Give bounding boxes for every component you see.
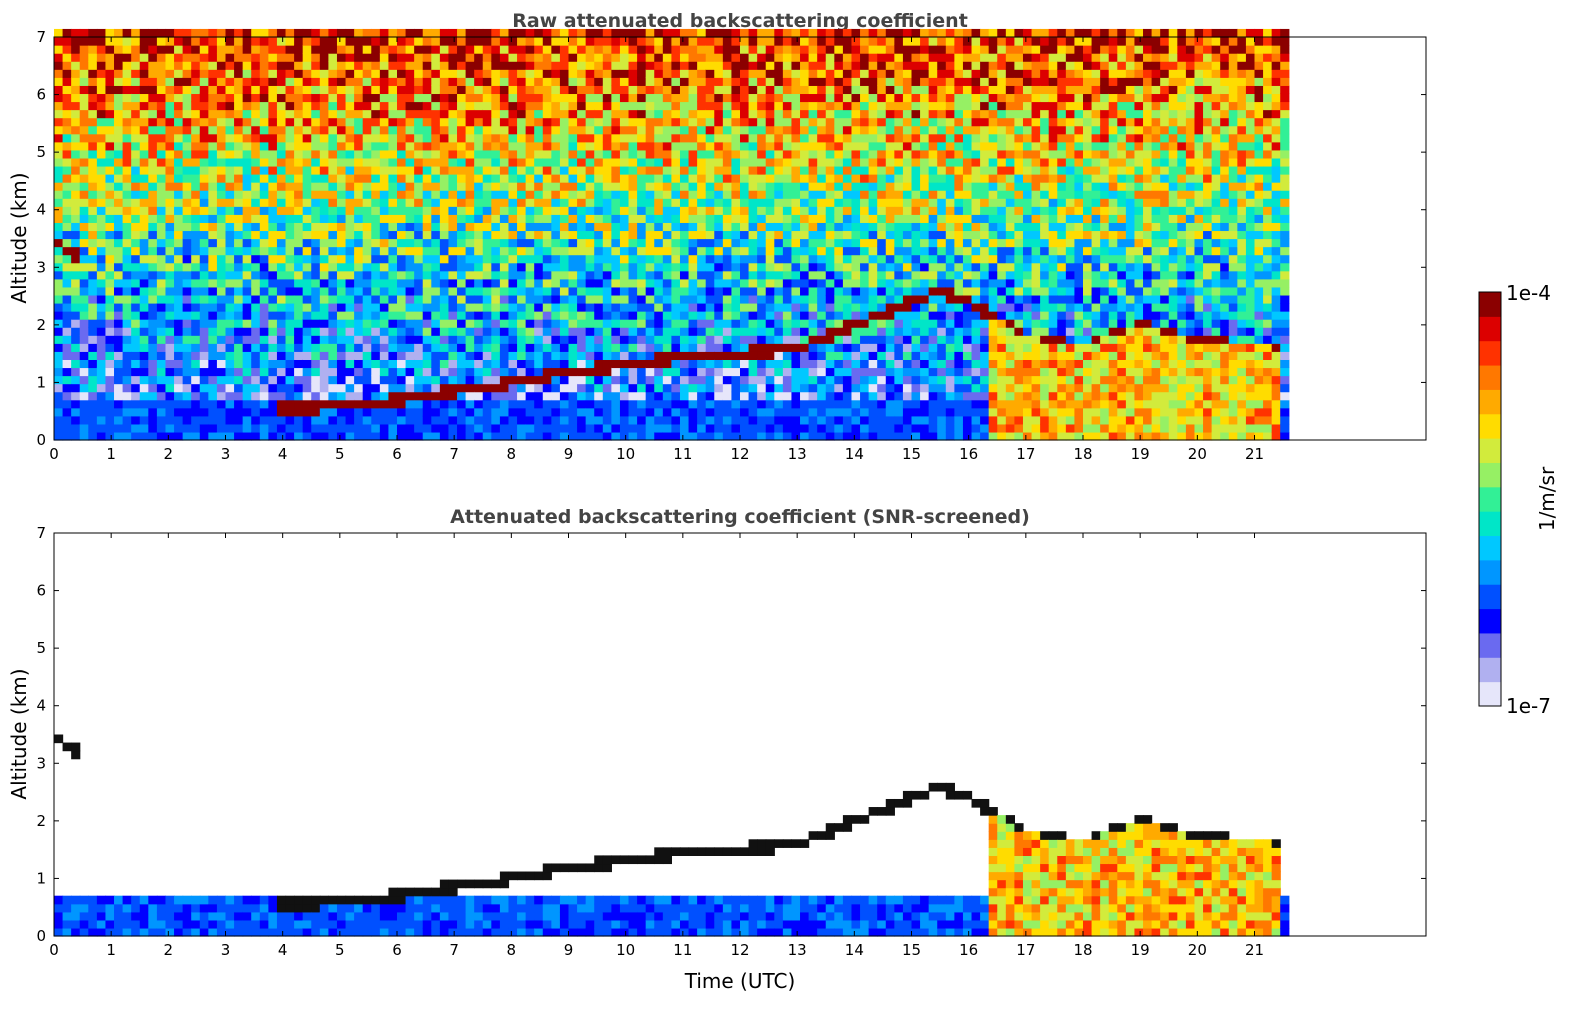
panel-1-title: Raw attenuated backscattering coefficien… [512,10,968,32]
x-tick-label: 0 [49,445,59,463]
x-tick-label: 11 [673,445,692,463]
colorbar-unit-label: 1/m/sr [1535,466,1559,531]
colorbar-band [1479,632,1501,658]
colorbar-band [1479,486,1501,512]
x-tick-label: 16 [959,941,978,959]
x-tick-label: 9 [564,941,574,959]
y-tick-label: 0 [36,927,46,945]
x-tick-label: 11 [673,941,692,959]
y-tick-label: 1 [36,373,46,391]
x-tick-label: 15 [902,445,921,463]
x-tick-label: 19 [1131,941,1150,959]
x-tick-label: 9 [564,445,574,463]
colorbar-band [1479,535,1501,561]
colorbar: 1e-4 1e-7 1/m/sr [1478,281,1559,718]
x-tick-label: 17 [1016,445,1035,463]
colorbar-frame [1478,291,1502,707]
x-tick-label: 12 [730,445,749,463]
x-axis-label: Time (UTC) [684,969,796,993]
x-tick-label: 18 [1073,445,1092,463]
y-tick-label: 5 [36,143,46,161]
x-tick-label: 21 [1245,941,1264,959]
x-tick-label: 16 [959,445,978,463]
x-tick-label: 5 [335,445,345,463]
colorbar-band [1479,608,1501,634]
x-tick-label: 20 [1188,941,1207,959]
y-tick-label: 2 [36,316,46,334]
panel-2-y-ticks: 0 1 2 3 4 5 6 7 [36,524,1426,945]
x-tick-label: 6 [392,445,402,463]
colorbar-band [1479,389,1501,415]
x-tick-label: 10 [616,941,635,959]
panel-2-x-ticks: 0 1 2 3 4 5 6 7 8 9 10 11 12 13 14 15 16 17 18 19 20 21 [49,533,1264,959]
colorbar-bands [1479,292,1501,707]
x-tick-label: 20 [1188,445,1207,463]
panel-1-plot-area: 0 1 2 3 4 5 6 7 8 9 10 11 12 13 14 15 16 17 18 19 20 21 01234… [36,28,1427,463]
y-tick-label: 7 [36,524,46,542]
panel-2-title: Attenuated backscattering coefficient (S… [450,506,1030,528]
colorbar-band [1479,340,1501,366]
x-tick-label: 4 [278,445,288,463]
x-tick-label: 1 [106,941,116,959]
colorbar-min-label: 1e-7 [1506,694,1551,718]
panel-1-heatmap [54,28,1290,441]
y-tick-label: 6 [36,86,46,104]
colorbar-max-label: 1e-4 [1506,281,1551,305]
x-tick-label: 19 [1131,445,1150,463]
y-tick-label: 2 [36,812,46,830]
x-tick-label: 15 [902,941,921,959]
panel-2-y-axis-label: Altitude (km) [7,668,31,799]
x-tick-label: 13 [788,941,807,959]
y-tick-label: 3 [36,258,46,276]
y-tick-label: 4 [36,201,46,219]
x-tick-label: 7 [449,941,459,959]
x-tick-label: 10 [616,445,635,463]
y-tick-label: 6 [36,582,46,600]
x-tick-label: 17 [1016,941,1035,959]
colorbar-band [1479,511,1501,537]
y-tick-label: 4 [36,697,46,715]
colorbar-band [1479,316,1501,342]
colorbar-band [1479,681,1501,707]
y-tick-label: 1 [36,869,46,887]
colorbar-band [1479,292,1501,317]
x-tick-label: 3 [221,941,231,959]
y-tick-label: 7 [36,28,46,46]
x-tick-label: 3 [221,445,231,463]
panel-1-y-axis-label: Altitude (km) [7,172,31,303]
x-tick-label: 2 [164,941,174,959]
x-tick-label: 5 [335,941,345,959]
x-tick-label: 13 [788,445,807,463]
x-tick-label: 6 [392,941,402,959]
colorbar-band [1479,584,1501,610]
x-tick-label: 1 [106,445,116,463]
x-tick-label: 14 [845,445,864,463]
x-tick-label: 0 [49,941,59,959]
colorbar-band [1479,438,1501,463]
panel-2-plot-area: 0 1 2 3 4 5 6 7 8 9 10 11 12 13 14 15 16 17 18 19 20 21 01234… [36,524,1427,959]
y-tick-label: 3 [36,754,46,772]
colorbar-band [1479,559,1501,585]
x-tick-label: 18 [1073,941,1092,959]
y-tick-label: 5 [36,639,46,657]
panel-1-x-ticks: 0 1 2 3 4 5 6 7 8 9 10 11 12 13 14 15 16 17 18 19 20 21 [49,37,1264,463]
x-tick-label: 8 [507,445,517,463]
x-tick-label: 2 [164,445,174,463]
panel-1-y-ticks: 0 1 2 3 4 5 6 7 [36,28,1426,449]
y-tick-label: 0 [36,431,46,449]
x-tick-label: 7 [449,445,459,463]
colorbar-band [1479,462,1501,488]
colorbar-band [1479,657,1501,683]
colorbar-band [1479,413,1501,439]
x-tick-label: 4 [278,941,288,959]
x-tick-label: 8 [507,941,517,959]
x-tick-label: 14 [845,941,864,959]
x-tick-label: 21 [1245,445,1264,463]
panel-2-heatmap [54,734,1290,937]
x-tick-label: 12 [730,941,749,959]
colorbar-band [1479,365,1501,390]
